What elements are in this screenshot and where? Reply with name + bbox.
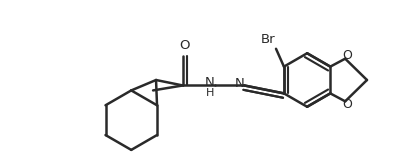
Text: N: N [205,76,215,89]
Text: Br: Br [261,33,275,46]
Text: O: O [180,39,190,52]
Text: N: N [234,77,244,90]
Text: H: H [206,88,214,98]
Text: O: O [342,49,352,62]
Text: O: O [342,98,352,111]
